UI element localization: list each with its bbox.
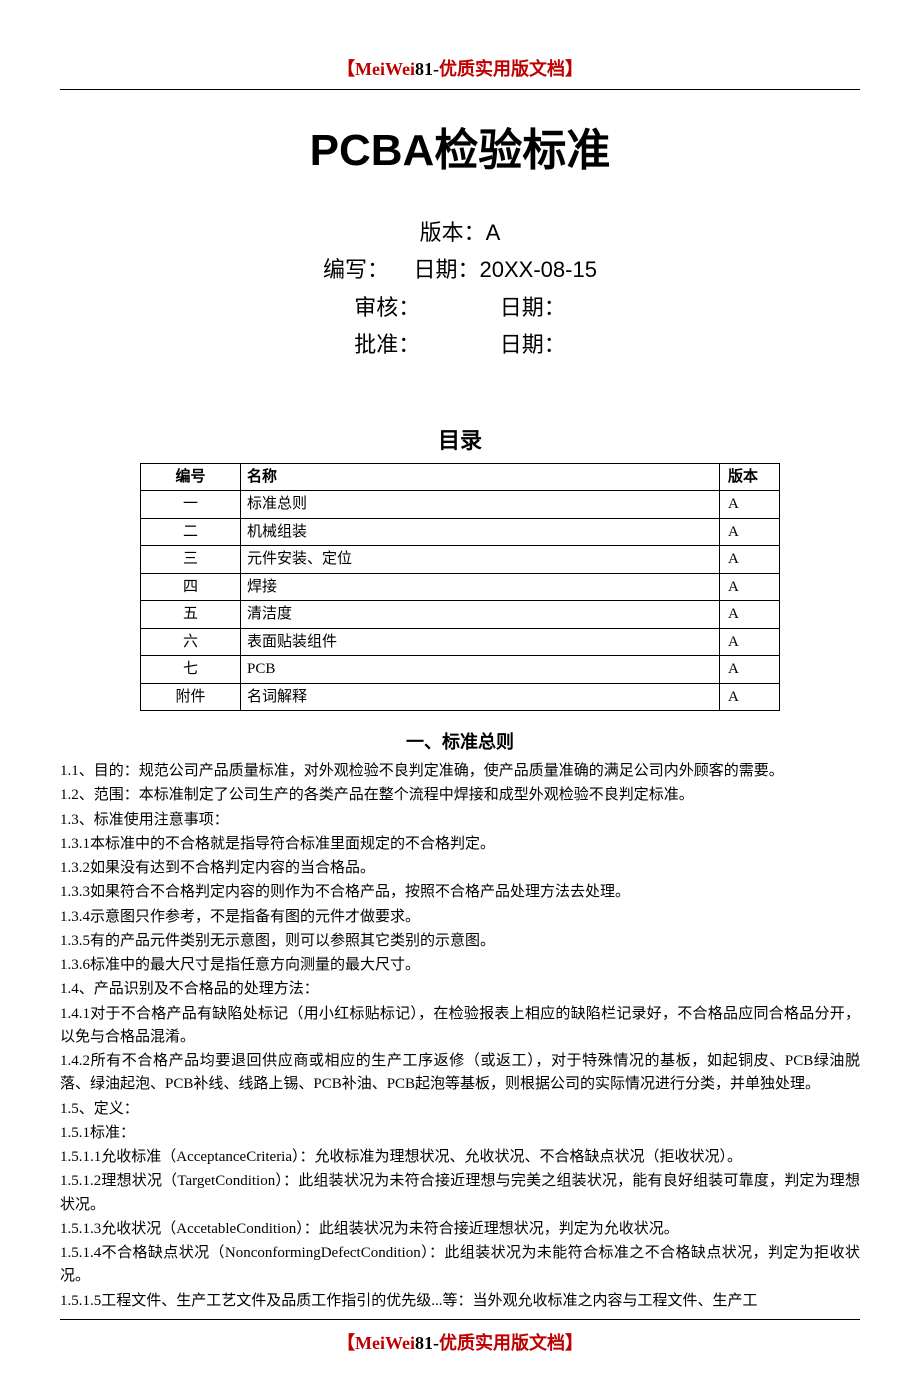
header-divider xyxy=(60,89,860,90)
para: 1.5.1.5工程文件、生产工艺文件及品质工作指引的优先级...等：当外观允收标… xyxy=(60,1290,860,1313)
author-date-label: 日期： xyxy=(414,257,480,282)
table-row: 三元件安装、定位A xyxy=(141,546,780,574)
toc-num: 六 xyxy=(141,628,241,656)
toc-name: 焊接 xyxy=(241,573,720,601)
toc-ver: A xyxy=(720,683,780,711)
toc-num: 五 xyxy=(141,601,241,629)
version-row: 版本：A xyxy=(420,214,501,251)
meta-block: 版本：A 编写： 日期：20XX-08-15 审核： 日期： 批准： 日期： xyxy=(60,214,860,364)
para: 1.4.2所有不合格产品均要退回供应商或相应的生产工序返修（或返工），对于特殊情… xyxy=(60,1050,860,1097)
table-row: 七PCBA xyxy=(141,656,780,684)
para: 1.3.4示意图只作参考，不是指备有图的元件才做要求。 xyxy=(60,906,860,929)
para: 1.3.6标准中的最大尺寸是指任意方向测量的最大尺寸。 xyxy=(60,954,860,977)
version-label: 版本： xyxy=(420,220,486,245)
toc-ver: A xyxy=(720,601,780,629)
author-row: 编写： 日期：20XX-08-15 xyxy=(323,251,597,288)
para: 1.3.3如果符合不合格判定内容的则作为不合格产品，按照不合格产品处理方法去处理… xyxy=(60,881,860,904)
toc-table: 编号 名称 版本 一标准总则A 二机械组装A 三元件安装、定位A 四焊接A 五清… xyxy=(140,463,780,712)
toc-name: 机械组装 xyxy=(241,518,720,546)
toc-name: PCB xyxy=(241,656,720,684)
table-row: 二机械组装A xyxy=(141,518,780,546)
para: 1.5.1.3允收状况（AccetableCondition）：此组装状况为未符… xyxy=(60,1218,860,1241)
toc-ver: A xyxy=(720,518,780,546)
table-row: 六表面贴装组件A xyxy=(141,628,780,656)
brand-mid: 81- xyxy=(415,1333,439,1353)
brand-mid: 81- xyxy=(415,59,439,79)
toc-num: 七 xyxy=(141,656,241,684)
toc-title: 目录 xyxy=(60,424,860,457)
review-row: 审核： 日期： xyxy=(354,289,566,326)
para: 1.2、范围：本标准制定了公司生产的各类产品在整个流程中焊接和成型外观检验不良判… xyxy=(60,784,860,807)
toc-num: 一 xyxy=(141,491,241,519)
toc-ver: A xyxy=(720,546,780,574)
toc-header-ver: 版本 xyxy=(720,463,780,491)
brand-right: 优质实用版文档】 xyxy=(439,1333,583,1353)
toc-ver: A xyxy=(720,573,780,601)
toc-num: 四 xyxy=(141,573,241,601)
review-date-label: 日期： xyxy=(500,295,566,320)
para: 1.5.1.1允收标准（AcceptanceCriteria）：允收标准为理想状… xyxy=(60,1146,860,1169)
toc-ver: A xyxy=(720,656,780,684)
toc-name: 元件安装、定位 xyxy=(241,546,720,574)
toc-name: 标准总则 xyxy=(241,491,720,519)
section1-body: 1.1、目的：规范公司产品质量标准，对外观检验不良判定准确，使产品质量准确的满足… xyxy=(60,760,860,1313)
toc-num: 二 xyxy=(141,518,241,546)
para: 1.3.2如果没有达到不合格判定内容的当合格品。 xyxy=(60,857,860,880)
review-label: 审核： xyxy=(354,295,420,320)
toc-ver: A xyxy=(720,491,780,519)
para: 1.4.1对于不合格产品有缺陷处标记（用小红标贴标记），在检验报表上相应的缺陷栏… xyxy=(60,1003,860,1050)
approve-label: 批准： xyxy=(354,332,420,357)
author-label: 编写： xyxy=(323,257,389,282)
para: 1.3.5有的产品元件类别无示意图，则可以参照其它类别的示意图。 xyxy=(60,930,860,953)
approve-row: 批准： 日期： xyxy=(354,326,566,363)
section1-title: 一、标准总则 xyxy=(60,729,860,756)
header-brand: 【MeiWei81-优质实用版文档】 xyxy=(60,56,860,83)
toc-num: 三 xyxy=(141,546,241,574)
table-row: 附件名词解释A xyxy=(141,683,780,711)
footer-divider xyxy=(60,1319,860,1320)
toc-header-name: 名称 xyxy=(241,463,720,491)
footer-brand: 【MeiWei81-优质实用版文档】 xyxy=(60,1330,860,1357)
para: 1.5.1.4不合格缺点状况（NonconformingDefectCondit… xyxy=(60,1242,860,1289)
approve-date-label: 日期： xyxy=(500,332,566,357)
toc-header-num: 编号 xyxy=(141,463,241,491)
table-row: 四焊接A xyxy=(141,573,780,601)
para: 1.3、标准使用注意事项： xyxy=(60,809,860,832)
brand-left: 【MeiWei xyxy=(337,1333,415,1353)
toc-name: 表面贴装组件 xyxy=(241,628,720,656)
author-date-value: 20XX-08-15 xyxy=(480,257,597,282)
toc-body: 一标准总则A 二机械组装A 三元件安装、定位A 四焊接A 五清洁度A 六表面贴装… xyxy=(141,491,780,711)
para: 1.5.1.2理想状况（TargetCondition）：此组装状况为未符合接近… xyxy=(60,1170,860,1217)
toc-num: 附件 xyxy=(141,683,241,711)
brand-left: 【MeiWei xyxy=(337,59,415,79)
toc-name: 清洁度 xyxy=(241,601,720,629)
table-row: 一标准总则A xyxy=(141,491,780,519)
toc-header-row: 编号 名称 版本 xyxy=(141,463,780,491)
toc-ver: A xyxy=(720,628,780,656)
para: 1.1、目的：规范公司产品质量标准，对外观检验不良判定准确，使产品质量准确的满足… xyxy=(60,760,860,783)
para: 1.5、定义： xyxy=(60,1098,860,1121)
para: 1.3.1本标准中的不合格就是指导符合标准里面规定的不合格判定。 xyxy=(60,833,860,856)
document-title: PCBA检验标准 xyxy=(60,118,860,184)
table-row: 五清洁度A xyxy=(141,601,780,629)
para: 1.4、产品识别及不合格品的处理方法： xyxy=(60,978,860,1001)
toc-name: 名词解释 xyxy=(241,683,720,711)
para: 1.5.1标准： xyxy=(60,1122,860,1145)
version-value: A xyxy=(486,220,501,245)
brand-right: 优质实用版文档】 xyxy=(439,59,583,79)
